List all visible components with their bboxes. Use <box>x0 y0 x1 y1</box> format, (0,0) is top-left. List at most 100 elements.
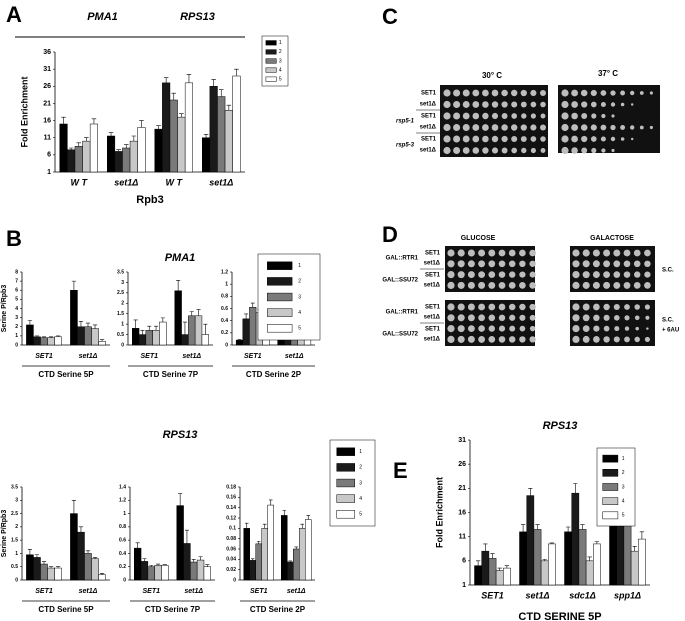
colony <box>488 260 496 268</box>
colony <box>478 260 486 268</box>
bar <box>176 505 184 581</box>
error-bar <box>490 553 495 559</box>
bar <box>299 528 306 581</box>
panel-label: E <box>393 458 408 483</box>
colony <box>467 249 475 257</box>
legend-swatch <box>265 76 277 82</box>
colony <box>453 89 461 97</box>
bar <box>91 558 99 581</box>
colony <box>613 281 621 289</box>
y-tick-label: 16 <box>458 509 466 516</box>
error-bar <box>41 561 47 565</box>
colony <box>491 89 499 97</box>
bar <box>267 504 274 581</box>
colony <box>478 325 485 332</box>
legend-label: 5 <box>298 326 301 332</box>
legend-label: 3 <box>622 484 625 490</box>
error-bar <box>55 566 61 569</box>
error-bar <box>244 313 249 319</box>
colony <box>530 147 536 154</box>
error-bar <box>205 564 210 567</box>
legend-label: 4 <box>622 499 625 505</box>
colony <box>482 112 489 120</box>
x-tick-label: set1Δ <box>209 177 233 187</box>
colony <box>620 125 626 130</box>
bar <box>77 326 85 346</box>
panel-label: C <box>382 4 398 29</box>
bar <box>140 561 149 581</box>
colony <box>472 124 480 131</box>
error-bar <box>61 116 66 124</box>
legend-swatch <box>267 308 293 317</box>
colony <box>521 113 527 119</box>
bar <box>293 548 300 581</box>
colony <box>610 136 616 142</box>
error-bar <box>92 557 98 559</box>
colony <box>462 135 470 143</box>
bar <box>243 528 250 581</box>
colony <box>453 135 461 143</box>
colony <box>491 147 499 154</box>
legend-label: 5 <box>359 512 362 518</box>
error-bar <box>237 339 242 341</box>
legend-swatch <box>336 510 355 519</box>
y-tick-label: 2 <box>15 524 18 530</box>
error-bar <box>262 523 267 529</box>
chart-title: RPS13 <box>543 420 578 432</box>
strain-label: SET1 <box>425 251 441 257</box>
colony <box>630 125 635 130</box>
colony <box>478 271 486 279</box>
bar <box>196 559 205 581</box>
colony <box>593 314 600 322</box>
colony <box>530 113 536 119</box>
y-tick-label: 0.16 <box>226 495 236 501</box>
colony <box>482 124 489 131</box>
bar <box>70 513 78 581</box>
strain-label: SET1 <box>421 91 437 97</box>
bar <box>194 315 203 346</box>
colony <box>529 271 536 278</box>
colony <box>613 249 621 257</box>
bar <box>203 566 211 581</box>
error-bar <box>196 309 201 316</box>
colony <box>590 101 597 108</box>
y-tick-label: 0 <box>15 342 18 348</box>
colony <box>467 303 475 311</box>
y-tick-label: 0.4 <box>221 318 228 324</box>
bar <box>154 565 162 581</box>
bar <box>503 567 511 586</box>
colony <box>457 303 465 311</box>
bar <box>98 574 106 581</box>
error-bar <box>48 566 54 569</box>
error-bar <box>71 499 77 514</box>
colony <box>613 271 621 278</box>
colony <box>501 135 508 143</box>
legend-label: 3 <box>279 58 282 64</box>
bar <box>190 561 198 581</box>
error-bar <box>203 323 208 335</box>
colony <box>509 314 516 321</box>
y-tick-label: 0.5 <box>117 332 124 338</box>
bar <box>287 561 294 581</box>
colony <box>571 135 578 143</box>
error-bar <box>191 559 196 563</box>
x-tick-label: set1Δ <box>525 590 549 600</box>
error-bar <box>142 558 147 562</box>
colony <box>590 124 597 131</box>
legend-label: 4 <box>298 310 301 316</box>
bar <box>40 563 48 581</box>
colony <box>520 136 527 142</box>
condition-label: S.C. <box>662 318 674 324</box>
strain-label: set1Δ <box>424 337 441 343</box>
error-bar <box>160 317 165 323</box>
y-tick-label: 1.4 <box>119 484 126 490</box>
colony <box>613 336 620 343</box>
x-tick-label: SET1 <box>244 353 262 360</box>
colony <box>540 148 546 153</box>
bar <box>122 147 131 173</box>
y-tick-label: 3 <box>15 498 18 504</box>
error-bar <box>99 339 105 342</box>
colony <box>482 89 489 97</box>
